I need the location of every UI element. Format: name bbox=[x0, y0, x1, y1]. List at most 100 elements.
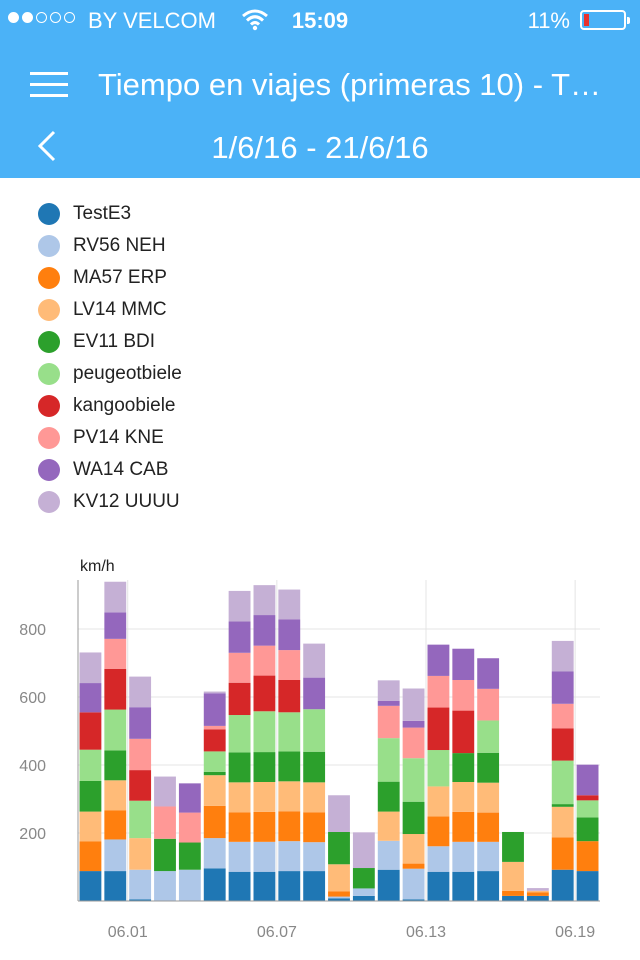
legend-item[interactable]: WA14 CAB bbox=[38, 454, 182, 486]
bar-segment bbox=[502, 831, 524, 862]
bar-segment bbox=[526, 888, 549, 891]
bar-segment bbox=[551, 671, 574, 704]
legend-swatch bbox=[38, 491, 60, 513]
legend-item[interactable]: PV14 KNE bbox=[38, 422, 182, 454]
legend-item[interactable]: RV56 NEH bbox=[38, 230, 182, 262]
bar-segment bbox=[278, 871, 301, 901]
bar-segment bbox=[427, 707, 450, 751]
legend-item[interactable]: LV14 MMC bbox=[38, 294, 182, 326]
bar-segment bbox=[377, 680, 400, 701]
legend-swatch bbox=[38, 235, 60, 257]
legend-item[interactable]: KV12 UUUU bbox=[38, 486, 182, 518]
bar-segment bbox=[104, 780, 127, 811]
bar-segment bbox=[377, 811, 400, 841]
bar-segment bbox=[551, 728, 574, 761]
bar-segment bbox=[427, 786, 450, 817]
legend-label: TestE3 bbox=[73, 203, 132, 224]
legend-item[interactable]: EV11 BDI bbox=[38, 326, 182, 358]
x-tick-label: 06.13 bbox=[406, 924, 446, 941]
bar-segment bbox=[178, 842, 201, 870]
bar-segment bbox=[278, 589, 301, 620]
bar-segment bbox=[576, 841, 599, 872]
bar-segment bbox=[551, 869, 574, 901]
bar-segment bbox=[129, 707, 152, 739]
bar-segment bbox=[303, 677, 326, 710]
bar-segment bbox=[154, 806, 176, 839]
bar-segment bbox=[352, 868, 375, 889]
bar-segment bbox=[303, 643, 326, 678]
chevron-left-icon[interactable] bbox=[34, 128, 64, 164]
legend-item[interactable]: TestE3 bbox=[38, 198, 182, 230]
bar-segment bbox=[452, 710, 475, 754]
legend-item[interactable]: peugeotbiele bbox=[38, 358, 182, 390]
bar-segment bbox=[104, 612, 127, 639]
bar-segment bbox=[228, 871, 251, 901]
bar-segment bbox=[303, 871, 326, 901]
y-tick-label: 200 bbox=[19, 826, 46, 843]
hamburger-menu-icon[interactable] bbox=[30, 70, 70, 100]
bar-segment bbox=[79, 652, 102, 684]
bar-segment bbox=[502, 861, 524, 891]
legend-swatch bbox=[38, 331, 60, 353]
bar-segment bbox=[377, 738, 400, 782]
legend-item[interactable]: kangoobiele bbox=[38, 390, 182, 422]
legend-label: peugeotbiele bbox=[73, 363, 182, 384]
bar-segment bbox=[526, 892, 549, 896]
bar-segment bbox=[104, 750, 127, 781]
x-tick-label: 06.19 bbox=[555, 924, 595, 941]
bar-segment bbox=[104, 581, 127, 613]
bar-segment bbox=[377, 705, 400, 739]
bar-segment bbox=[303, 751, 326, 783]
battery-icon bbox=[580, 10, 630, 30]
bar-segment bbox=[104, 839, 127, 872]
legend-swatch bbox=[38, 299, 60, 321]
y-tick-label: 800 bbox=[19, 622, 46, 639]
bar-segment bbox=[228, 715, 251, 753]
bar-segment bbox=[477, 812, 500, 842]
legend-label: EV11 BDI bbox=[73, 331, 156, 352]
y-tick-label: 400 bbox=[19, 758, 46, 775]
bar-segment bbox=[452, 648, 475, 680]
bar-segment bbox=[551, 804, 574, 807]
bar-segment bbox=[278, 781, 301, 812]
bar-segment bbox=[79, 749, 102, 781]
bar-segment bbox=[477, 841, 500, 872]
bar-segment bbox=[79, 871, 102, 901]
bar-segment bbox=[402, 834, 425, 864]
bar-segment bbox=[228, 652, 251, 683]
bar-segment bbox=[129, 800, 152, 839]
bar-segment bbox=[427, 816, 450, 847]
bar-segment bbox=[203, 693, 226, 726]
bar-segment bbox=[253, 645, 276, 676]
bar-segment bbox=[402, 868, 425, 900]
bar-segment bbox=[452, 753, 475, 782]
bar-segment bbox=[303, 709, 326, 752]
bar-segment bbox=[79, 780, 102, 812]
legend-item[interactable]: MA57 ERP bbox=[38, 262, 182, 294]
bar-segment bbox=[427, 750, 450, 787]
bar-segment bbox=[203, 868, 226, 901]
bar-segment bbox=[79, 841, 102, 872]
bar-segment bbox=[129, 869, 152, 900]
bar-segment bbox=[228, 752, 251, 783]
bar-segment bbox=[352, 832, 375, 869]
nav-bar: Tiempo en viajes (primeras 10) - T… 1/6/… bbox=[0, 40, 640, 178]
bar-segment bbox=[551, 837, 574, 870]
bar-segment bbox=[228, 682, 251, 716]
bar-segment bbox=[502, 890, 524, 896]
bar-segment bbox=[502, 895, 524, 901]
page-title: Tiempo en viajes (primeras 10) - T… bbox=[98, 67, 602, 102]
bar-segment bbox=[352, 888, 375, 896]
bar-segment bbox=[154, 871, 176, 901]
bar-segment bbox=[477, 688, 500, 721]
bar-segment bbox=[154, 776, 176, 807]
legend-swatch bbox=[38, 363, 60, 385]
bar-segment bbox=[79, 712, 102, 750]
bar-segment bbox=[228, 621, 251, 653]
bar-segment bbox=[452, 680, 475, 711]
bar-segment bbox=[203, 725, 226, 730]
bar-segment bbox=[551, 806, 574, 838]
bar-segment bbox=[576, 795, 599, 801]
bar-segment bbox=[203, 771, 226, 776]
bar-segment bbox=[328, 795, 350, 832]
